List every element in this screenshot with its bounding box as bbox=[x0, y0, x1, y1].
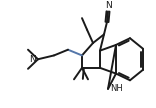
Text: N: N bbox=[105, 1, 111, 10]
Text: NH: NH bbox=[110, 84, 123, 93]
Text: N: N bbox=[29, 55, 36, 64]
